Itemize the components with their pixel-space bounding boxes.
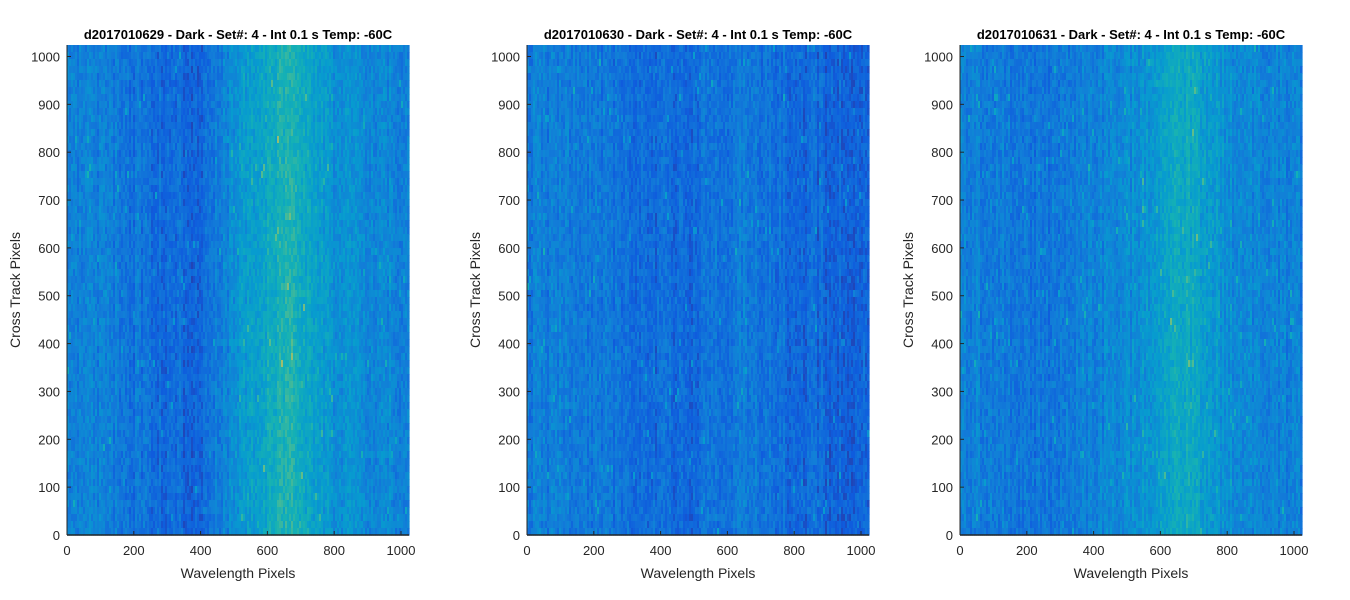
heatmap-image — [67, 45, 410, 536]
heatmap-panel-1: 0 200 400 600 800 100001002003004005006007008… — [7, 27, 415, 581]
